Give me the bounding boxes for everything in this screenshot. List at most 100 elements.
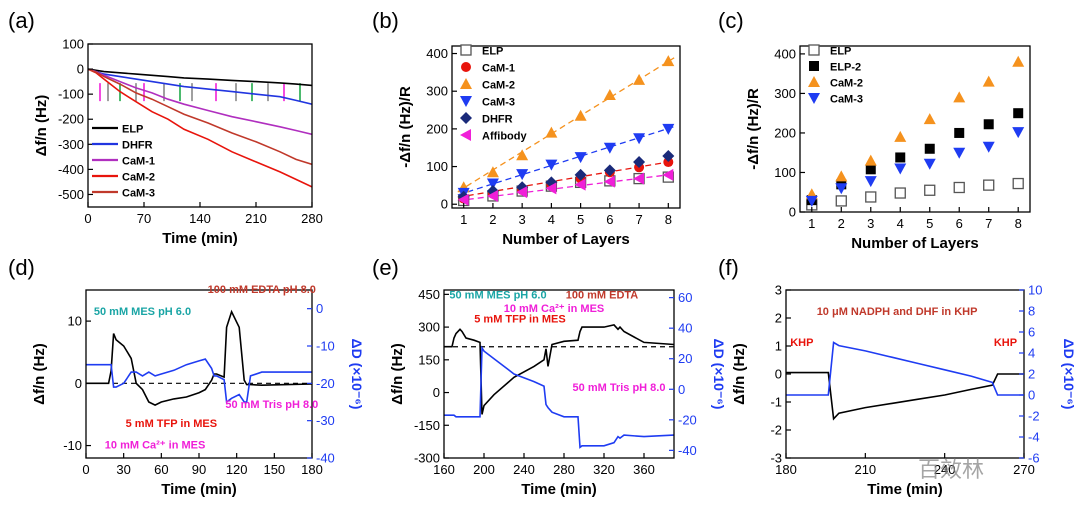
y-right-tick-label: 0: [678, 382, 685, 397]
data-point: [865, 191, 877, 203]
x-axis-label: Number of Layers: [851, 235, 979, 252]
x-tick-label: 70: [137, 211, 151, 226]
y-tick-label: 450: [418, 287, 440, 302]
data-point: [835, 195, 847, 207]
y-tick-label: 400: [426, 46, 448, 61]
series-line: [786, 371, 1024, 421]
data-point: [953, 91, 966, 103]
series-line: [444, 345, 674, 449]
legend-label: CaM-2: [482, 80, 515, 92]
x-tick-label: 280: [301, 211, 323, 226]
x-tick-label: 180: [301, 462, 323, 477]
legend-label: Affibody: [482, 131, 527, 143]
annotation-label: 50 mM MES pH 6.0: [94, 306, 191, 318]
y-tick-label: -1: [770, 395, 782, 410]
y-tick-label: -300: [58, 137, 84, 152]
x-tick-label: 160: [433, 462, 455, 477]
y-tick-label: 100: [426, 159, 448, 174]
y-right-tick-label: -20: [316, 376, 335, 391]
data-point: [953, 181, 965, 194]
plot-frame: [451, 45, 681, 209]
plot-frame: [443, 289, 675, 459]
x-tick-label: 280: [553, 462, 575, 477]
x-tick-label: 210: [245, 211, 267, 226]
x-tick-label: 30: [116, 462, 130, 477]
data-point: [545, 126, 558, 138]
data-point: [603, 175, 615, 188]
data-point: [574, 109, 587, 121]
y-tick-label: 0: [789, 205, 796, 220]
data-point: [633, 156, 646, 169]
data-point: [545, 159, 558, 171]
y-tick-label: 100: [62, 37, 84, 52]
data-point: [574, 178, 586, 191]
y-right-tick-label: 4: [1028, 346, 1035, 361]
y-right-tick-label: -6: [1028, 451, 1040, 466]
x-tick-label: 180: [775, 462, 797, 477]
y-right-tick-label: -2: [1028, 409, 1040, 424]
annotation-label: KHP: [790, 337, 813, 349]
legend-label: CaM-2: [830, 78, 863, 90]
series-line: [86, 358, 312, 404]
annotation-label: 50 mM MES pH 6.0: [449, 290, 546, 302]
x-tick-label: 140: [189, 211, 211, 226]
legend-marker: [808, 76, 820, 87]
x-tick-label: 4: [897, 216, 904, 231]
data-point: [864, 176, 877, 188]
plot-area: [86, 309, 312, 406]
legend-marker: [809, 61, 819, 71]
data-point: [663, 157, 674, 168]
legend-marker: [460, 112, 472, 124]
y-right-tick-label: -40: [316, 451, 335, 466]
series-line: [444, 324, 674, 415]
data-point: [516, 169, 529, 181]
legend-label: ELP: [482, 46, 503, 58]
y-tick-label: -400: [58, 162, 84, 177]
legend-marker: [460, 96, 472, 107]
y-right-tick-label: -20: [678, 412, 697, 427]
x-tick-label: 360: [633, 462, 655, 477]
panel-f: (f)180 210 240 2703210-1-2-31086420-2-4-6ΔD…: [718, 255, 1077, 498]
y-right-tick-label: 60: [678, 290, 692, 305]
data-point: [486, 178, 499, 190]
panel-e: (e)160 200 240 280 320 3604503001500-150-3006…: [372, 255, 727, 498]
data-point: [662, 150, 675, 163]
x-axis-label: Time (min): [162, 230, 238, 247]
legend-label: CaM-1: [122, 156, 155, 168]
legend-label: DHFR: [482, 114, 513, 126]
x-axis-label: Time (min): [521, 481, 597, 498]
panel-a: (a) 0 70 140 210 280 100 0 -100 -200 -300 -400 -500 T…: [8, 8, 323, 247]
data-point: [894, 163, 907, 175]
x-axis-label: Number of Layers: [502, 231, 630, 248]
data-point: [924, 143, 935, 154]
data-point: [516, 149, 529, 161]
y-right-tick-label: -10: [316, 339, 335, 354]
plot-area: [805, 55, 1025, 211]
x-tick-label: 210: [854, 462, 876, 477]
y-tick-label: -300: [414, 451, 440, 466]
x-tick-label: 7: [985, 216, 992, 231]
y-right-tick-label: 10: [1028, 283, 1042, 298]
data-point: [633, 133, 646, 145]
data-point: [545, 182, 557, 195]
data-point: [633, 172, 645, 185]
y-right-tick-label: -30: [316, 413, 335, 428]
x-tick-label: 5: [926, 216, 933, 231]
y-tick-label: 400: [774, 46, 796, 61]
panel-label: (e): [372, 255, 399, 280]
panel-d: (d)0 30 60 90 120 150 180100-100-10-20-30-40ΔD…: [8, 255, 365, 498]
y-axis-label: Δf/n (Hz): [731, 343, 748, 405]
data-point: [662, 55, 675, 67]
legend-label: CaM-3: [482, 97, 515, 109]
data-point: [923, 113, 936, 125]
x-tick-label: 320: [593, 462, 615, 477]
legend-marker: [808, 44, 820, 56]
x-tick-label: 0: [84, 211, 91, 226]
data-point: [924, 184, 936, 196]
y-tick-label: 3: [775, 283, 782, 298]
data-point: [953, 147, 966, 159]
x-tick-label: 2: [489, 212, 496, 227]
x-tick-label: 6: [606, 212, 613, 227]
y-right-tick-label: 8: [1028, 304, 1035, 319]
